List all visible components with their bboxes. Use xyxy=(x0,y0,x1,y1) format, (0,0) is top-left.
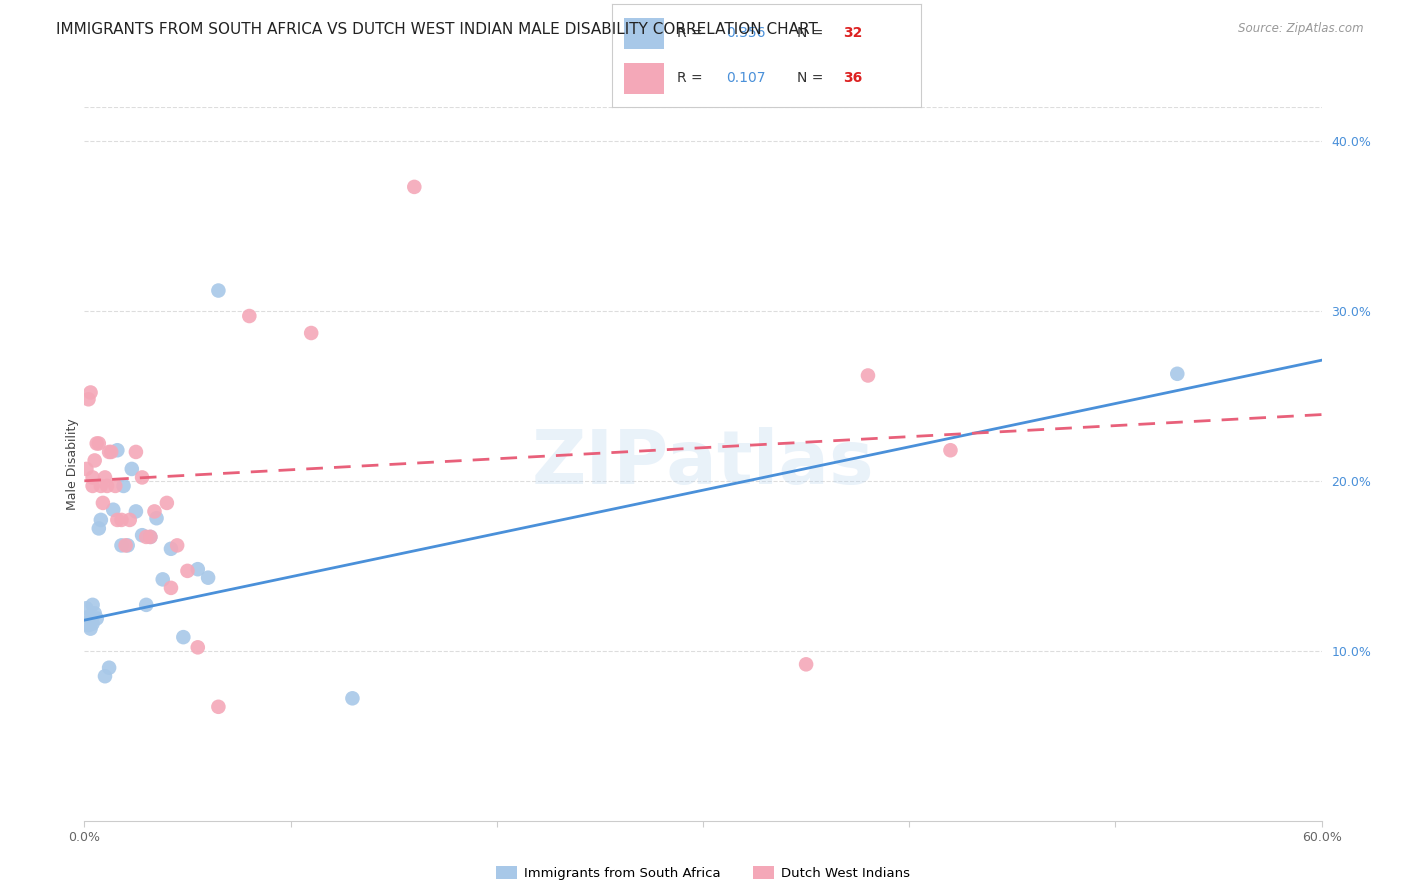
Point xyxy=(197,571,219,585)
Point xyxy=(299,326,322,340)
Text: N =: N = xyxy=(797,71,828,86)
Point xyxy=(112,479,135,493)
Bar xyxy=(624,18,664,48)
Point xyxy=(176,564,198,578)
Point xyxy=(82,616,104,631)
Point xyxy=(794,657,817,672)
Point xyxy=(125,504,148,518)
Point xyxy=(172,630,194,644)
Point xyxy=(125,445,148,459)
Point xyxy=(105,513,128,527)
Point xyxy=(139,530,162,544)
Point xyxy=(82,479,104,493)
Text: 36: 36 xyxy=(844,71,863,86)
Point xyxy=(86,611,108,625)
Point xyxy=(79,385,101,400)
Point xyxy=(131,528,153,542)
Point xyxy=(75,462,97,476)
Text: R =: R = xyxy=(676,26,707,40)
Point xyxy=(404,180,426,194)
Point xyxy=(75,601,97,615)
Point xyxy=(98,661,121,675)
Point xyxy=(77,392,100,407)
Point xyxy=(79,622,101,636)
Text: Source: ZipAtlas.com: Source: ZipAtlas.com xyxy=(1239,22,1364,36)
Point xyxy=(207,699,229,714)
Point xyxy=(77,618,100,632)
Point xyxy=(86,436,108,450)
Y-axis label: Male Disability: Male Disability xyxy=(66,418,79,509)
Point xyxy=(110,538,132,552)
Point xyxy=(103,502,125,516)
Point xyxy=(117,538,139,552)
Point xyxy=(156,496,179,510)
Point xyxy=(94,470,117,484)
Point xyxy=(145,511,167,525)
Text: ZIPatlas: ZIPatlas xyxy=(531,427,875,500)
Point xyxy=(98,445,121,459)
Point xyxy=(90,479,112,493)
Point xyxy=(87,521,110,535)
Point xyxy=(83,607,105,621)
Point xyxy=(91,496,114,510)
Point xyxy=(187,562,209,576)
Text: R =: R = xyxy=(676,71,707,86)
Point xyxy=(187,640,209,655)
Point xyxy=(90,513,112,527)
Point xyxy=(82,470,104,484)
Point xyxy=(105,443,128,458)
Point xyxy=(82,598,104,612)
Point xyxy=(166,538,188,552)
Point xyxy=(238,309,260,323)
Point xyxy=(104,479,127,493)
Point xyxy=(160,581,183,595)
Point xyxy=(100,445,122,459)
Text: 0.356: 0.356 xyxy=(725,26,765,40)
Point xyxy=(87,436,110,450)
Point xyxy=(121,462,143,476)
Point xyxy=(83,453,105,467)
Text: N =: N = xyxy=(797,26,828,40)
Point xyxy=(939,443,962,458)
Point xyxy=(207,284,229,298)
Point xyxy=(96,479,118,493)
Point xyxy=(342,691,364,706)
Point xyxy=(114,538,136,552)
Point xyxy=(160,541,183,556)
Point xyxy=(79,613,101,627)
Bar xyxy=(624,63,664,94)
Text: 32: 32 xyxy=(844,26,863,40)
Legend: Immigrants from South Africa, Dutch West Indians: Immigrants from South Africa, Dutch West… xyxy=(491,861,915,886)
Point xyxy=(152,573,174,587)
Point xyxy=(856,368,879,383)
Point xyxy=(135,530,157,544)
Point xyxy=(143,504,166,518)
Point xyxy=(77,609,100,624)
Point xyxy=(139,530,162,544)
Text: IMMIGRANTS FROM SOUTH AFRICA VS DUTCH WEST INDIAN MALE DISABILITY CORRELATION CH: IMMIGRANTS FROM SOUTH AFRICA VS DUTCH WE… xyxy=(56,22,818,37)
Point xyxy=(131,470,153,484)
Point xyxy=(135,598,157,612)
Point xyxy=(118,513,141,527)
Point xyxy=(110,513,132,527)
Point xyxy=(94,669,117,683)
Text: 0.107: 0.107 xyxy=(725,71,765,86)
Point xyxy=(1166,367,1188,381)
